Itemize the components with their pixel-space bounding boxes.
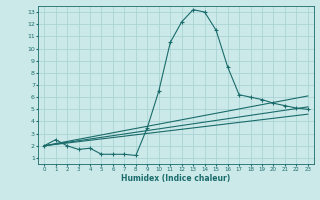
X-axis label: Humidex (Indice chaleur): Humidex (Indice chaleur) [121, 174, 231, 183]
